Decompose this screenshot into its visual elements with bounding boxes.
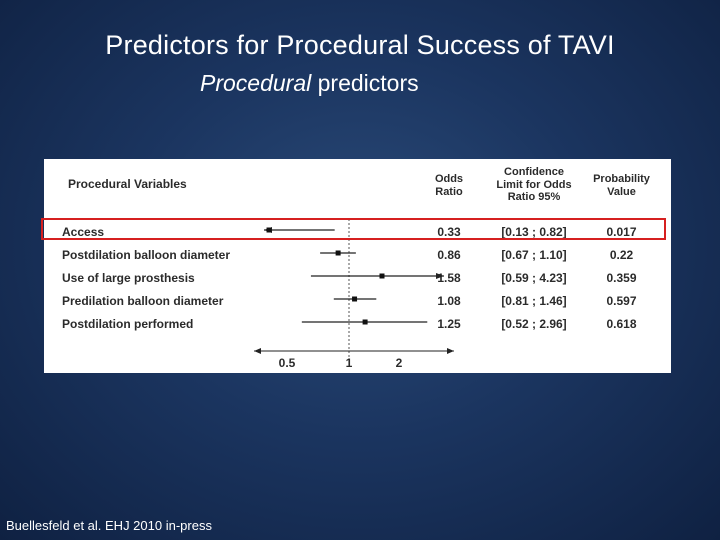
row-variable: Postdilation balloon diameter	[62, 248, 231, 262]
forest-plot-table: Procedural Variables Odds Ratio Confidenc…	[44, 159, 671, 373]
row-odds-ratio: 1.08	[437, 294, 461, 308]
row-p-value: 0.618	[606, 317, 637, 331]
x-tick-label: 2	[396, 356, 403, 370]
x-axis-arrow-left	[254, 348, 261, 354]
header-p-line-0: Probability	[593, 173, 650, 185]
row-odds-ratio: 1.58	[437, 271, 461, 285]
x-tick-label: 0.5	[279, 356, 296, 370]
header-ci-line-1: Limit for Odds	[496, 178, 572, 191]
odds-ratio-point	[266, 227, 272, 233]
header-procedural-variables: Procedural Variables	[68, 177, 187, 191]
row-confidence-interval: [0.67 ; 1.10]	[501, 248, 567, 262]
forest-plot: 0.5 1 2	[254, 219, 454, 370]
row-variable: Predilation balloon diameter	[62, 294, 224, 308]
odds-ratio-point	[352, 296, 358, 302]
odds-ratio-point	[362, 319, 368, 325]
highlight-box-access	[41, 218, 666, 240]
row-variable: Postdilation performed	[62, 317, 194, 331]
subtitle-italic: Procedural	[200, 70, 312, 96]
header-p-line-1: Value	[607, 185, 636, 198]
odds-ratio-point	[379, 273, 385, 279]
slide-title: Predictors for Procedural Success of TAV…	[105, 30, 615, 60]
header-confidence-limit: Confidence Limit for Odds Ratio 95%	[484, 166, 584, 204]
row-p-value: 0.017	[606, 225, 637, 239]
row-odds-ratio: 0.86	[437, 248, 461, 262]
row-confidence-interval: [0.81 ; 1.46]	[501, 294, 567, 308]
row-odds-ratio: 0.33	[437, 225, 461, 239]
x-tick-label: 1	[346, 356, 353, 370]
row-odds-ratio: 1.25	[437, 317, 461, 331]
subtitle-rest: predictors	[311, 70, 419, 96]
slide-subtitle: Procedural predictors	[200, 70, 419, 97]
citation: Buellesfeld et al. EHJ 2010 in-press	[6, 518, 212, 533]
row-confidence-interval: [0.52 ; 2.96]	[501, 317, 567, 331]
header-probability-value: Probability Value	[584, 173, 659, 198]
row-p-value: 0.597	[606, 294, 637, 308]
row-confidence-interval: [0.13 ; 0.82]	[501, 225, 567, 239]
row-p-value: 0.22	[609, 248, 634, 262]
header-odds-line-0: Odds	[434, 173, 464, 185]
row-variable: Access	[62, 225, 105, 239]
ci-arrow-right	[436, 273, 444, 279]
x-axis-arrow-right	[447, 348, 454, 354]
header-odds-ratio: Odds Ratio	[424, 173, 474, 198]
header-ci-line-0: Confidence	[504, 166, 564, 178]
header-ci-line-2: Ratio 95%	[507, 191, 561, 203]
odds-ratio-point	[335, 250, 341, 256]
row-p-value: 0.359	[606, 271, 637, 285]
header-odds-line-1: Ratio	[435, 185, 463, 198]
row-variable: Use of large prosthesis	[62, 271, 195, 285]
row-confidence-interval: [0.59 ; 4.23]	[501, 271, 567, 285]
